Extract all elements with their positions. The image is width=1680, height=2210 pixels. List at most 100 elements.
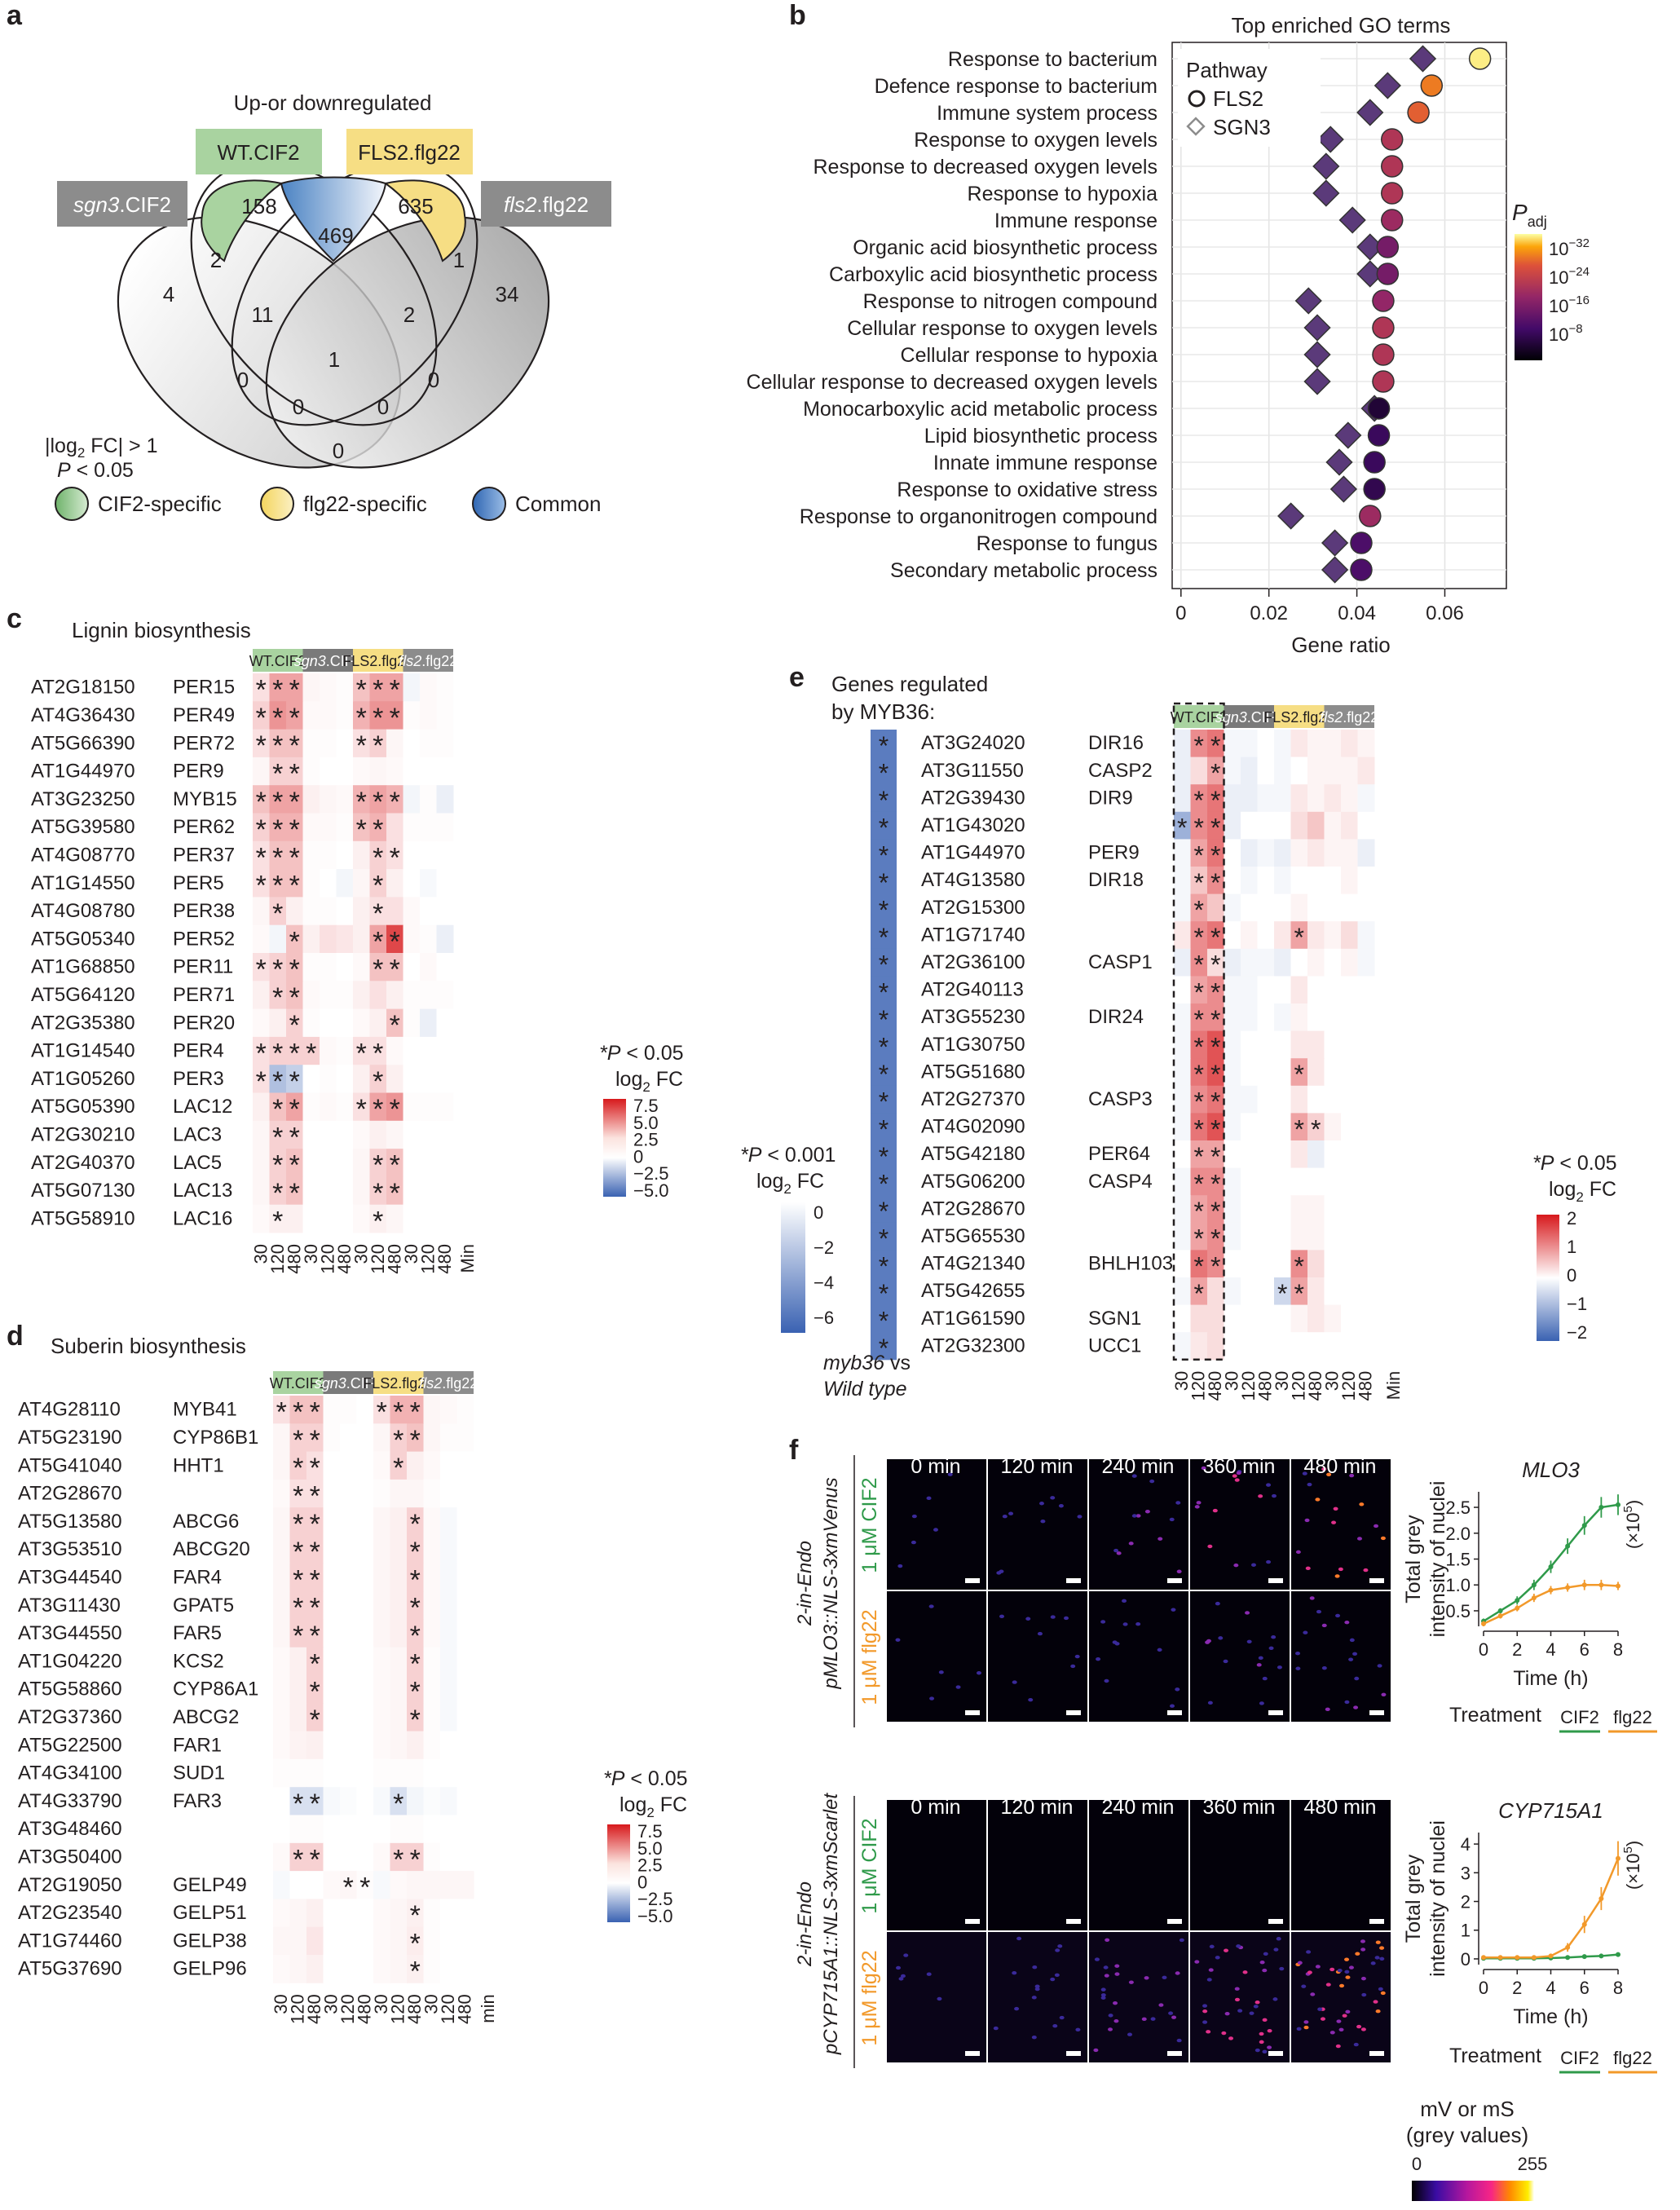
micro-nucleus	[1331, 1520, 1337, 1524]
line-point	[1616, 1583, 1620, 1589]
heatmap-legend-tick: −5.0	[637, 1906, 672, 1926]
micro-nucleus	[1345, 1975, 1351, 1979]
heatmap-cell	[306, 1396, 324, 1424]
micro-nucleus	[1201, 1466, 1206, 1471]
heatmap-cell	[1257, 784, 1275, 813]
heatmap-gene-id: AT5G23190	[18, 1427, 122, 1449]
myb36-legend-tick: −1	[1567, 1294, 1587, 1314]
heatmap-cell	[1274, 1304, 1291, 1333]
heatmap-sig-star: *	[390, 1150, 400, 1181]
micro-nucleus	[1074, 1654, 1080, 1659]
heatmap-cell	[1190, 976, 1208, 1004]
heatmap-time-label: 480	[1255, 1371, 1276, 1401]
heatmap-cell	[273, 1899, 290, 1928]
go-point-sgn3	[1303, 368, 1331, 395]
myb36-ref-cell	[871, 1113, 897, 1141]
heatmap-gene-name: KCS2	[173, 1650, 224, 1672]
heatmap-time-label: 30	[1272, 1371, 1292, 1391]
go-point-sgn3	[1321, 529, 1349, 557]
heatmap-cell	[1190, 893, 1208, 922]
heatmap-cell	[1290, 757, 1308, 785]
heatmap-sig-star: *	[293, 1789, 303, 1820]
micro-scale-bar	[1268, 2051, 1283, 2056]
heatmap-cell	[356, 1647, 374, 1676]
micro-image-tile	[988, 1800, 1087, 1930]
myb36-wt-highlight-box	[1172, 702, 1225, 1361]
heatmap-sig-star: *	[272, 1038, 283, 1069]
myb36-title-line1: Genes regulated	[831, 672, 988, 696]
micro-nucleus	[1360, 1976, 1366, 1981]
heatmap-sig-star: *	[1194, 1060, 1204, 1089]
micro-nucleus	[999, 1614, 1005, 1619]
micro-nucleus	[1253, 2005, 1259, 2009]
heatmap-sig-star: *	[272, 787, 283, 818]
heatmap-cell	[302, 1120, 320, 1149]
micro-nucleus	[1363, 1568, 1369, 1573]
heatmap-cell	[289, 1815, 307, 1844]
micro-nucleus	[1315, 1498, 1321, 1502]
heatmap-cell	[302, 785, 320, 814]
myb36-ref-star: *	[879, 1005, 889, 1034]
heatmap-cell	[369, 1065, 387, 1093]
myb36-gene-name: PER64	[1088, 1143, 1150, 1165]
heatmap-gene-id: AT1G74460	[18, 1930, 122, 1952]
micro-nucleus	[929, 1696, 935, 1701]
heatmap-cell	[436, 1204, 454, 1233]
heatmap-group-label: fls2.flg22	[399, 653, 457, 669]
heatmap-cell	[1324, 1004, 1342, 1032]
heatmap-cell	[302, 673, 320, 702]
heatmap-cell	[340, 1758, 357, 1788]
micro-image-tile	[988, 1932, 1087, 2062]
myb36-gene-name: CASP2	[1088, 760, 1153, 782]
heatmap-cell	[269, 840, 287, 870]
heatmap-cell	[456, 1899, 474, 1928]
line-point	[1581, 1921, 1587, 1927]
heatmap-cell	[1290, 1195, 1308, 1224]
micro-nucleus	[1268, 1646, 1274, 1650]
micro-scale-bar	[1268, 1578, 1283, 1583]
venn-threshold-fc: |log2 FC| > 1	[45, 435, 158, 461]
go-term-label: Immune system process	[937, 102, 1157, 125]
line-point	[1616, 1502, 1620, 1507]
heatmap-cell	[373, 1926, 390, 1956]
heatmap-cell	[1290, 1058, 1308, 1087]
micro-scale-bar	[1167, 1919, 1182, 1924]
heatmap-cell	[423, 1731, 441, 1760]
go-point-fls2	[1376, 262, 1400, 285]
heatmap-cell	[1224, 1004, 1241, 1032]
heatmap-cell	[306, 1563, 324, 1592]
heatmap-cell	[369, 924, 387, 954]
heatmap-cell	[273, 1926, 290, 1956]
heatmap-sig-star: *	[1194, 786, 1204, 815]
heatmap-cell	[340, 1926, 357, 1956]
heatmap-sig-star: *	[373, 787, 383, 818]
myb36-ref-star: *	[879, 1087, 889, 1117]
heatmap-sig-star: *	[393, 1844, 403, 1875]
myb36-ref-star: *	[879, 1279, 889, 1308]
heatmap-cell	[1174, 1167, 1191, 1196]
heatmap-cell	[407, 1871, 424, 1899]
heatmap-cell	[1257, 1058, 1275, 1087]
heatmap-cell	[320, 813, 337, 842]
heatmap-cell	[456, 1396, 474, 1424]
go-point-sgn3	[1325, 448, 1353, 476]
micro-nucleus	[1355, 1952, 1360, 1956]
go-title: Top enriched GO terms	[1232, 13, 1451, 37]
heatmap-cell	[1207, 1140, 1224, 1169]
heatmap-cell	[1190, 1167, 1208, 1196]
micro-scale-bar	[1167, 1710, 1182, 1715]
heatmap-legend-tick: −2.5	[633, 1163, 668, 1184]
heatmap-cell	[1324, 893, 1342, 922]
heatmap-cell	[1241, 1195, 1258, 1224]
heatmap-group-label: WT.CIF2	[249, 653, 306, 669]
micro-nucleus	[947, 1472, 953, 1476]
heatmap-cell	[336, 1204, 354, 1233]
heatmap-cell	[1174, 893, 1191, 922]
heatmap-cell	[356, 1731, 374, 1760]
micro-nucleus	[1271, 1635, 1277, 1639]
micro-nucleus	[1356, 1537, 1362, 1541]
heatmap-cell	[302, 1149, 320, 1177]
heatmap-sig-star: *	[289, 1178, 300, 1209]
heatmap-cell	[302, 1176, 320, 1206]
